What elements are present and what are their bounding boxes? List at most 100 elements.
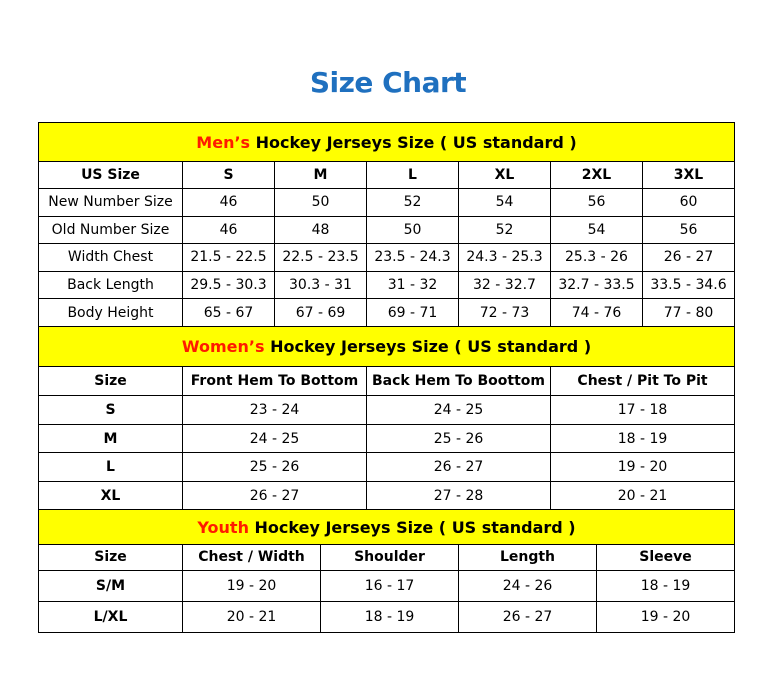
- table-cell: 20 - 21: [549, 481, 736, 511]
- table-row: XL 26 - 27 27 - 28 20 - 21: [38, 481, 736, 511]
- row-label: S: [38, 395, 183, 425]
- table-cell: 19 - 20: [595, 601, 736, 633]
- section-accent-label: Men’s: [196, 132, 251, 152]
- row-label: Old Number Size: [38, 215, 183, 245]
- table-cell: 21.5 - 22.5: [182, 243, 275, 272]
- table-row: Back Length 29.5 - 30.3 30.3 - 31 31 - 32 32…: [38, 270, 736, 300]
- table-cell: 18 - 19: [549, 424, 736, 454]
- column-header-row: Size Front Hem To Bottom Back Hem To Boott…: [38, 366, 736, 397]
- row-label: M: [38, 424, 183, 454]
- column-header: Length: [458, 544, 597, 571]
- table-cell: 26 - 27: [458, 601, 597, 633]
- table-cell: 23.5 - 24.3: [366, 243, 459, 272]
- table-cell: 25 - 26: [182, 452, 367, 482]
- table-cell: 46: [182, 188, 275, 217]
- section-accent-label: Youth: [197, 517, 249, 537]
- column-header: 3XL: [641, 161, 736, 189]
- table-cell: 23 - 24: [182, 395, 367, 425]
- table-cell: 50: [274, 188, 367, 217]
- table-cell: 17 - 18: [549, 395, 736, 425]
- row-label: L: [38, 452, 183, 482]
- column-header: Size: [38, 544, 183, 571]
- table-cell: 74 - 76: [550, 298, 643, 327]
- column-header: US Size: [38, 161, 183, 189]
- men-size-table: Men’s Hockey Jerseys Size ( US standard …: [37, 122, 736, 327]
- youth-section-header: Youth Hockey Jerseys Size ( US standard …: [37, 510, 736, 545]
- table-cell: 69 - 71: [366, 298, 459, 327]
- table-cell: 67 - 69: [274, 298, 367, 327]
- table-cell: 60: [641, 188, 736, 217]
- table-cell: 24 - 25: [366, 395, 551, 425]
- row-label: XL: [38, 481, 183, 511]
- table-cell: 29.5 - 30.3: [182, 270, 275, 300]
- size-chart-tables: Men’s Hockey Jerseys Size ( US standard …: [37, 122, 736, 633]
- table-cell: 27 - 28: [366, 481, 551, 511]
- table-cell: 24 - 26: [458, 570, 597, 602]
- table-cell: 25.3 - 26: [550, 243, 643, 272]
- table-cell: 56: [641, 215, 736, 245]
- table-row: L/XL 20 - 21 18 - 19 26 - 27 19 - 20: [38, 601, 736, 633]
- table-cell: 52: [458, 215, 551, 245]
- row-label: S/M: [38, 570, 183, 602]
- table-row: L 25 - 26 26 - 27 19 - 20: [38, 452, 736, 482]
- table-cell: 33.5 - 34.6: [641, 270, 736, 300]
- table-cell: 16 - 17: [320, 570, 459, 602]
- column-header: Chest / Pit To Pit: [549, 366, 736, 397]
- table-cell: 52: [366, 188, 459, 217]
- section-heading: Hockey Jerseys Size ( US standard ): [248, 517, 576, 537]
- table-row: New Number Size 46 50 52 54 56 60: [38, 188, 736, 217]
- section-heading: Hockey Jerseys Size ( US standard ): [264, 337, 592, 357]
- column-header: Shoulder: [320, 544, 459, 571]
- table-cell: 25 - 26: [366, 424, 551, 454]
- section-accent-label: Women’s: [181, 337, 265, 357]
- table-row: Old Number Size 46 48 50 52 54 56: [38, 215, 736, 245]
- table-cell: 18 - 19: [595, 570, 736, 602]
- table-cell: 24 - 25: [182, 424, 367, 454]
- table-row: S/M 19 - 20 16 - 17 24 - 26 18 - 19: [38, 570, 736, 602]
- column-header: Front Hem To Bottom: [182, 366, 367, 397]
- women-section-header: Women’s Hockey Jerseys Size ( US standar…: [37, 326, 736, 368]
- table-cell: 19 - 20: [549, 452, 736, 482]
- table-cell: 31 - 32: [366, 270, 459, 300]
- table-cell: 50: [366, 215, 459, 245]
- table-row: Body Height 65 - 67 67 - 69 69 - 71 72 - 73 7…: [38, 298, 736, 327]
- table-cell: 26 - 27: [366, 452, 551, 482]
- table-cell: 18 - 19: [320, 601, 459, 633]
- table-cell: 72 - 73: [458, 298, 551, 327]
- youth-size-table: Youth Hockey Jerseys Size ( US standard …: [37, 510, 736, 633]
- column-header: XL: [458, 161, 551, 189]
- table-row: M 24 - 25 25 - 26 18 - 19: [38, 424, 736, 454]
- column-header: L: [366, 161, 459, 189]
- table-cell: 26 - 27: [641, 243, 736, 272]
- section-heading: Hockey Jerseys Size ( US standard ): [250, 132, 577, 152]
- row-label: Width Chest: [38, 243, 183, 272]
- column-header: Back Hem To Boottom: [366, 366, 551, 397]
- table-cell: 54: [550, 215, 643, 245]
- column-header: M: [274, 161, 367, 189]
- column-header-row: US Size S M L XL 2XL 3XL: [38, 161, 736, 189]
- table-cell: 65 - 67: [182, 298, 275, 327]
- column-header: Chest / Width: [182, 544, 321, 571]
- table-cell: 30.3 - 31: [274, 270, 367, 300]
- table-cell: 19 - 20: [182, 570, 321, 602]
- column-header-row: Size Chest / Width Shoulder Length Sleeve: [38, 544, 736, 571]
- table-cell: 77 - 80: [641, 298, 736, 327]
- table-cell: 54: [458, 188, 551, 217]
- table-cell: 20 - 21: [182, 601, 321, 633]
- table-row: Width Chest 21.5 - 22.5 22.5 - 23.5 23.5 - …: [38, 243, 736, 272]
- table-cell: 46: [182, 215, 275, 245]
- row-label: Body Height: [38, 298, 183, 327]
- table-cell: 26 - 27: [182, 481, 367, 511]
- table-cell: 32 - 32.7: [458, 270, 551, 300]
- column-header: Sleeve: [595, 544, 736, 571]
- men-section-header: Men’s Hockey Jerseys Size ( US standard …: [37, 122, 736, 162]
- column-header: Size: [38, 366, 183, 397]
- table-row: S 23 - 24 24 - 25 17 - 18: [38, 395, 736, 425]
- table-cell: 24.3 - 25.3: [458, 243, 551, 272]
- table-cell: 22.5 - 23.5: [274, 243, 367, 272]
- column-header: S: [182, 161, 275, 189]
- row-label: L/XL: [38, 601, 183, 633]
- table-cell: 56: [550, 188, 643, 217]
- table-cell: 48: [274, 215, 367, 245]
- row-label: Back Length: [38, 270, 183, 300]
